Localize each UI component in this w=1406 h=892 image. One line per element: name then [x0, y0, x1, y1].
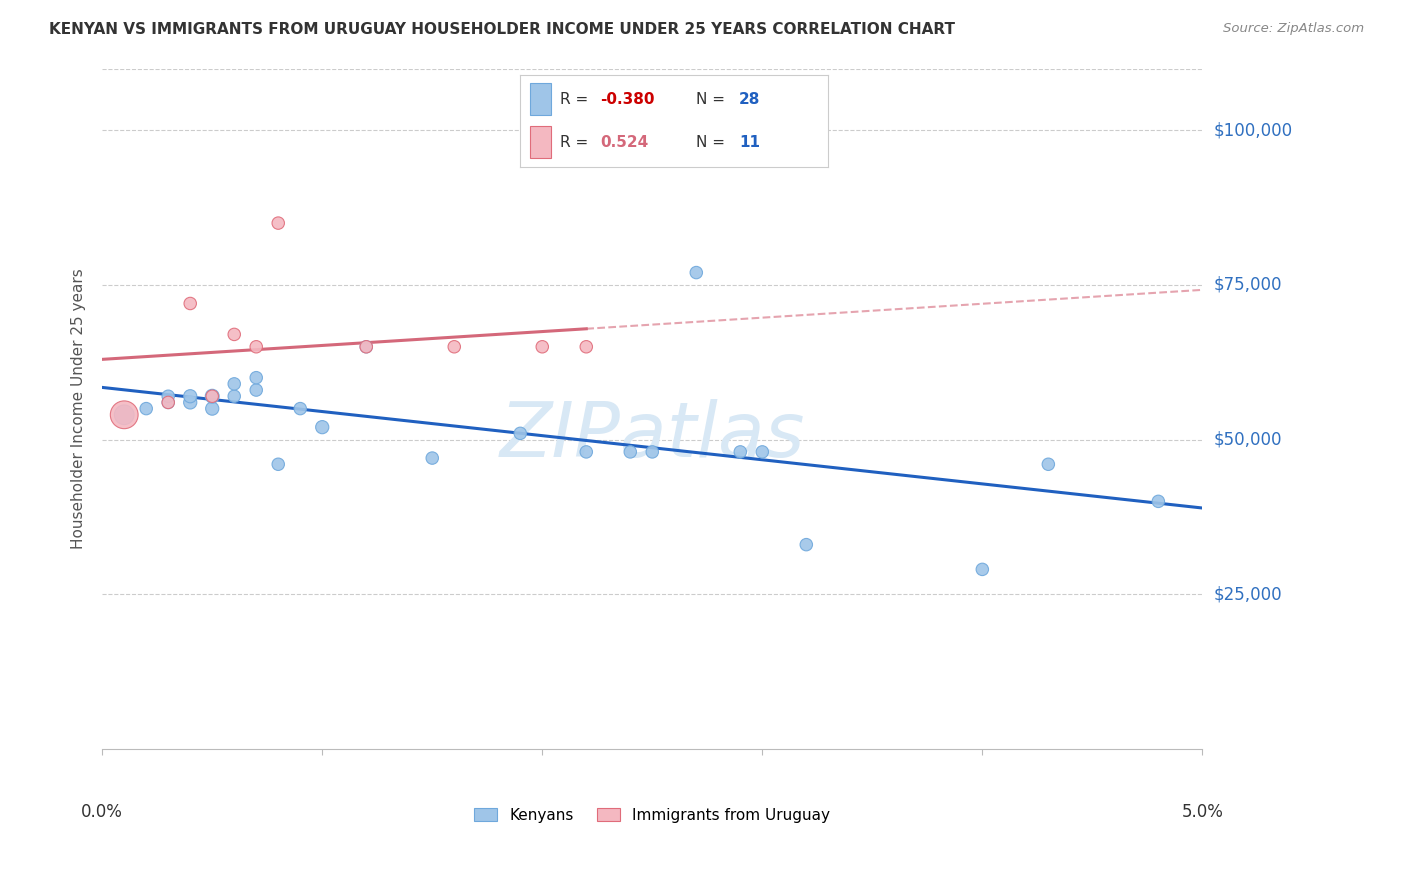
Legend: Kenyans, Immigrants from Uruguay: Kenyans, Immigrants from Uruguay: [474, 807, 830, 822]
Point: [420, 451, 443, 466]
Point: [794, 538, 817, 552]
Point: [224, 376, 246, 391]
Point: [179, 296, 201, 310]
Point: [641, 445, 664, 459]
Point: [224, 389, 246, 403]
Y-axis label: Householder Income Under 25 years: Householder Income Under 25 years: [72, 268, 86, 549]
Point: [575, 445, 598, 459]
Point: [443, 340, 465, 354]
Point: [201, 401, 224, 416]
Point: [1038, 457, 1060, 471]
Text: Source: ZipAtlas.com: Source: ZipAtlas.com: [1223, 22, 1364, 36]
Point: [179, 395, 201, 409]
Point: [201, 389, 224, 403]
Point: [112, 408, 135, 422]
Point: [1147, 494, 1170, 508]
Point: [245, 370, 267, 384]
Point: [157, 395, 180, 409]
Text: 5.0%: 5.0%: [1181, 803, 1223, 822]
Text: 0.0%: 0.0%: [82, 803, 124, 822]
Point: [619, 445, 641, 459]
Point: [267, 216, 290, 230]
Text: KENYAN VS IMMIGRANTS FROM URUGUAY HOUSEHOLDER INCOME UNDER 25 YEARS CORRELATION : KENYAN VS IMMIGRANTS FROM URUGUAY HOUSEH…: [49, 22, 955, 37]
Point: [290, 401, 312, 416]
Point: [245, 340, 267, 354]
Point: [112, 408, 135, 422]
Point: [972, 562, 994, 576]
Point: [267, 457, 290, 471]
Point: [201, 389, 224, 403]
Point: [224, 327, 246, 342]
Point: [354, 340, 377, 354]
Point: [354, 340, 377, 354]
Point: [730, 445, 752, 459]
Point: [311, 420, 333, 434]
Point: [685, 266, 707, 280]
Text: $50,000: $50,000: [1213, 431, 1282, 449]
Point: [179, 389, 201, 403]
Point: [157, 389, 180, 403]
Point: [751, 445, 773, 459]
Point: [575, 340, 598, 354]
Point: [135, 401, 157, 416]
Point: [531, 340, 554, 354]
Point: [157, 395, 180, 409]
Text: $75,000: $75,000: [1213, 276, 1282, 294]
Point: [245, 383, 267, 397]
Point: [509, 426, 531, 441]
Text: $25,000: $25,000: [1213, 585, 1282, 603]
Text: ZIPatlas: ZIPatlas: [499, 399, 806, 473]
Text: $100,000: $100,000: [1213, 121, 1292, 139]
